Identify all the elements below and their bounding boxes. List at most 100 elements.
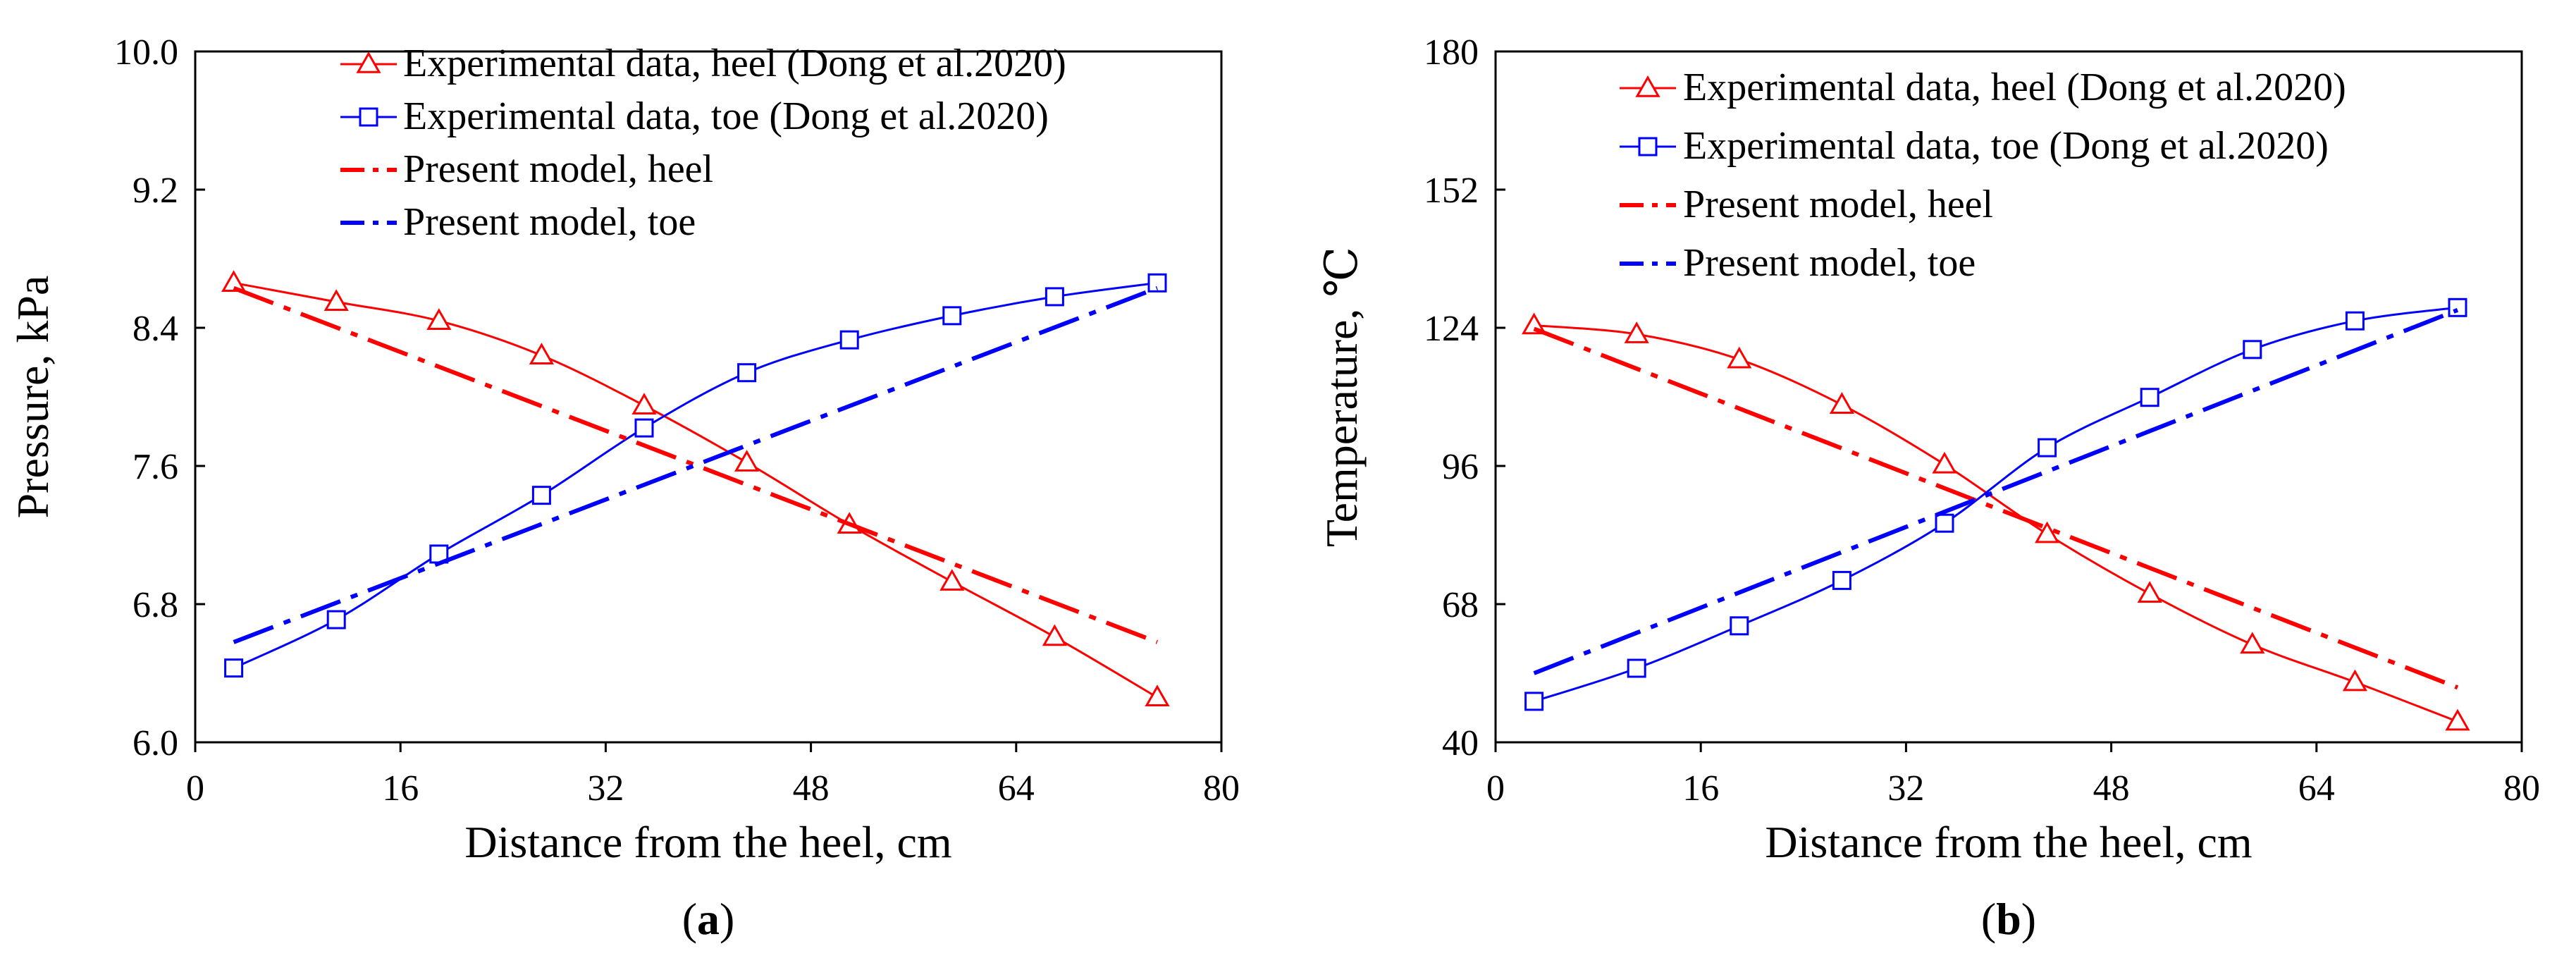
series-line (1533, 308, 2459, 675)
panel-letter: a (697, 894, 720, 944)
x-tick-label: 80 (1203, 768, 1240, 809)
data-point (839, 330, 859, 350)
y-tick-label: 6.0 (133, 723, 178, 763)
series-2 (1533, 326, 2459, 690)
data-point (1627, 658, 1646, 678)
data-point (1145, 684, 1170, 707)
x-tick-label: 64 (998, 768, 1035, 809)
x-tick-label: 48 (2093, 768, 2130, 809)
panel-label: (b) (1981, 894, 2036, 944)
data-point (2038, 438, 2057, 457)
legend-entry: Present model, heel (1620, 183, 1993, 226)
legend-entry: Experimental data, toe (Dong et al.2020) (1620, 124, 2329, 168)
data-point (2345, 311, 2365, 331)
legend: Experimental data, heel (Dong et al.2020… (1620, 66, 2346, 285)
x-tick-label: 0 (186, 768, 204, 809)
legend-marker (356, 51, 381, 73)
x-axis-title: Distance from the heel, cm (1765, 817, 2252, 867)
series-line (1533, 326, 2459, 690)
y-tick-label: 6.8 (133, 585, 178, 625)
data-point (1044, 287, 1064, 307)
series-line (233, 281, 1158, 699)
x-tick-label: 80 (2503, 768, 2540, 809)
data-point (737, 363, 757, 383)
y-tick-label: 10.0 (114, 32, 178, 73)
data-point (2035, 521, 2060, 544)
data-point (2137, 581, 2162, 603)
chart-panel-b: 0 16 32 48 64 80 40 68 96 124 152 180 Distance from … (1317, 32, 2540, 944)
data-point (326, 610, 346, 630)
data-point (734, 450, 760, 472)
y-tick-label: 40 (1442, 723, 1479, 763)
y-tick-label: 152 (1424, 171, 1479, 211)
legend-label: Experimental data, toe (Dong et al.2020) (1683, 124, 2329, 168)
data-point (1524, 692, 1544, 711)
series-line (233, 281, 1158, 670)
x-tick-label: 32 (587, 768, 624, 809)
data-point (224, 658, 244, 678)
y-tick-label: 7.6 (133, 447, 178, 487)
data-point (2342, 669, 2367, 692)
panel-letter: b (1996, 894, 2021, 944)
y-tick-label: 68 (1442, 585, 1479, 625)
legend-entry: Present model, heel (340, 147, 713, 191)
legend-label: Experimental data, toe (Dong et al.2020) (403, 94, 1049, 138)
legend-label: Present model, toe (1683, 241, 1976, 285)
data-point (221, 270, 247, 293)
y-tick-label: 124 (1424, 309, 1479, 349)
legend: Experimental data, heel (Dong et al.2020… (340, 42, 1066, 244)
series-line (1534, 324, 2458, 723)
x-tick-label: 0 (1486, 768, 1505, 809)
plot-frame (1494, 50, 2523, 744)
x-tick-label: 48 (793, 768, 830, 809)
legend-label: Present model, heel (1683, 183, 1993, 226)
legend-marker (359, 107, 378, 127)
data-point (2240, 632, 2265, 654)
data-point (1935, 513, 1954, 533)
legend-entry: Experimental data, heel (Dong et al.2020… (340, 42, 1066, 85)
legend-label: Present model, toe (403, 200, 696, 244)
data-point (1932, 451, 1957, 474)
data-point (2448, 297, 2467, 317)
x-tick-label: 32 (1887, 768, 1924, 809)
x-axis-title: Distance from the heel, cm (464, 817, 951, 867)
legend-entry: Experimental data, heel (Dong et al.2020… (1620, 66, 2346, 109)
data-point (323, 289, 349, 311)
data-point (1042, 624, 1067, 646)
x-tick-label: 16 (382, 768, 419, 809)
series-line (233, 285, 1159, 644)
chart-panel-a: 0 16 32 48 64 80 6.0 6.8 7.6 8.4 9.2 10.0 Distance f… (8, 32, 1240, 944)
y-axis-title: Temperature, ℃ (1317, 247, 1367, 547)
panel-label: (a) (682, 894, 735, 944)
data-point (531, 486, 551, 505)
data-point (939, 569, 965, 591)
legend-entry: Experimental data, toe (Dong et al.2020) (340, 94, 1049, 138)
y-tick-label: 8.4 (133, 309, 178, 349)
data-point (2140, 388, 2159, 407)
legend-entry: Present model, toe (1620, 241, 1976, 285)
legend-marker (1635, 75, 1660, 97)
series-2 (233, 285, 1159, 644)
y-tick-label: 9.2 (133, 171, 178, 211)
data-point (1829, 392, 1854, 414)
series-3 (1533, 308, 2459, 675)
legend-label: Experimental data, heel (Dong et al.2020… (403, 42, 1066, 85)
x-tick-label: 64 (2298, 768, 2335, 809)
legend-entry: Present model, toe (340, 200, 696, 244)
data-point (942, 306, 962, 326)
y-tick-label: 180 (1424, 32, 1479, 73)
data-point (1730, 616, 1749, 636)
series-3 (233, 285, 1159, 644)
y-tick-label: 96 (1442, 447, 1479, 487)
series-1 (224, 273, 1167, 678)
series-1 (1524, 297, 2467, 711)
data-point (426, 308, 452, 330)
legend-label: Present model, heel (403, 147, 713, 191)
series-line (1534, 306, 2458, 703)
data-point (631, 393, 657, 414)
data-point (529, 343, 554, 364)
x-tick-label: 16 (1682, 768, 1719, 809)
y-axis-title: Pressure, kPa (8, 276, 58, 519)
